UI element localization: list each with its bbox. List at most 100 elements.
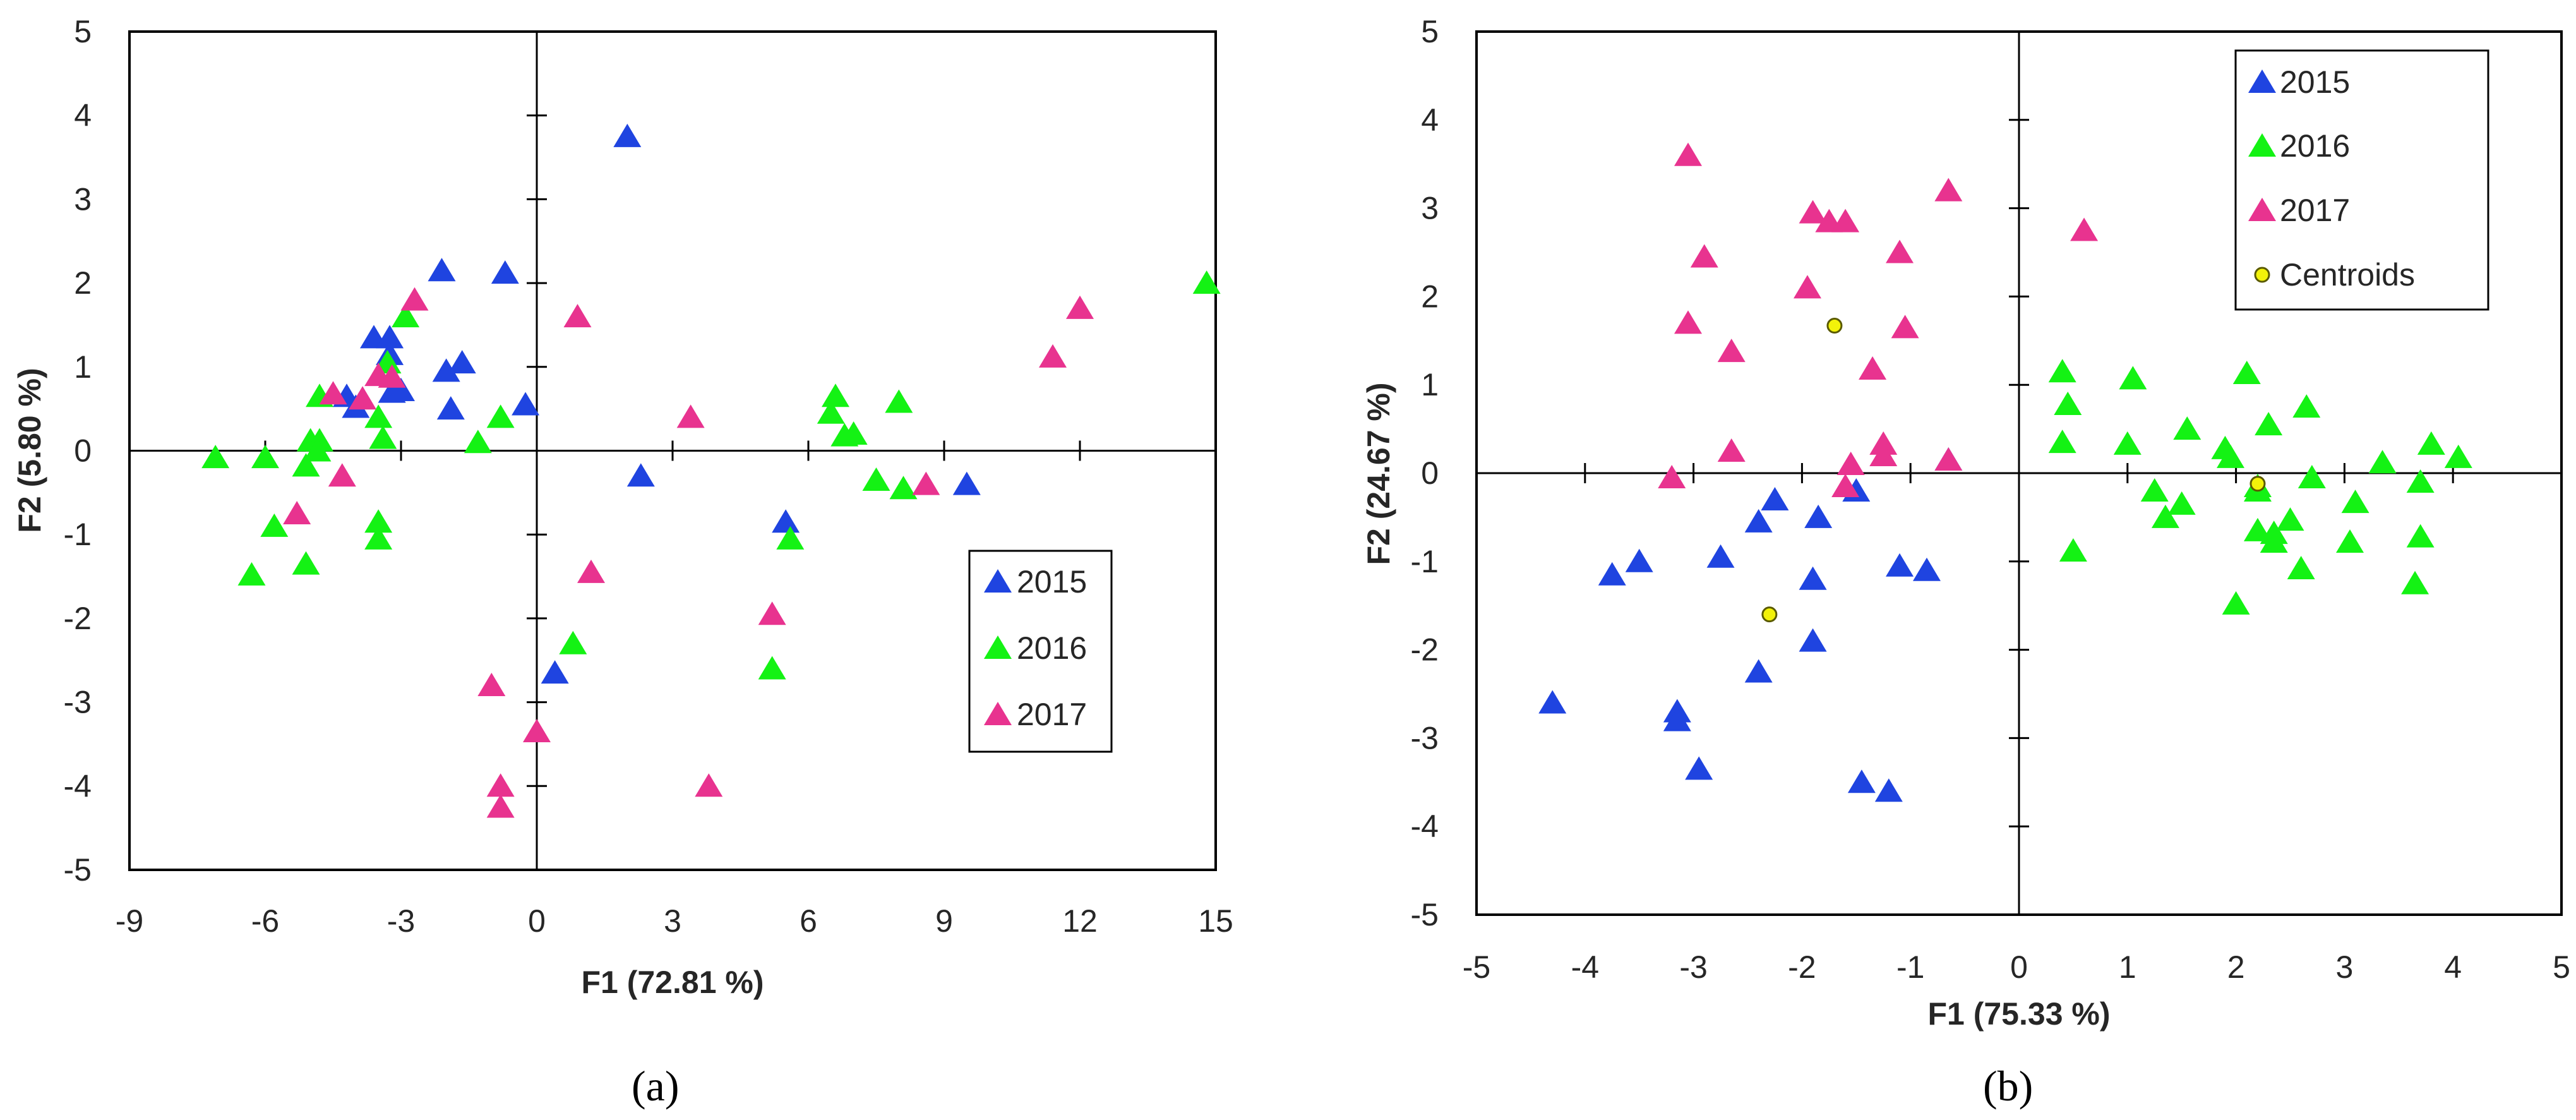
point-2017 — [486, 773, 515, 797]
point-2016 — [776, 526, 805, 550]
point-2017 — [328, 463, 356, 487]
point-2015 — [1799, 628, 1827, 652]
x-tick-label: 6 — [800, 903, 817, 939]
y-tick-label: -3 — [64, 685, 92, 720]
y-tick-label: 3 — [74, 181, 92, 217]
legend-2015-label: 2015 — [1017, 564, 1087, 599]
y-tick-label: 1 — [1421, 367, 1439, 402]
point-2017 — [1886, 239, 1914, 263]
point-2015 — [448, 350, 476, 374]
legend-2015-marker — [2248, 69, 2276, 93]
panel-b-tick-labels: -5 -4 -3 -2 -1 0 1 2 3 4 5 -5 -4 -3 -2 -1 0 1 2 3 4 5 — [1411, 14, 2570, 985]
point-2015 — [1625, 548, 1653, 572]
point-2015 — [491, 260, 519, 284]
point-2016 — [889, 476, 918, 500]
legend-2017-label: 2017 — [1017, 697, 1087, 732]
point-2016 — [559, 630, 587, 654]
point-2017 — [1717, 339, 1746, 363]
x-tick-label: 9 — [935, 903, 953, 939]
y-tick-label: 0 — [1421, 455, 1439, 491]
x-tick-label: -9 — [116, 903, 143, 939]
centroid-point — [1826, 318, 1843, 334]
x-tick-label: -3 — [1679, 949, 1707, 985]
point-2015 — [1744, 509, 1773, 533]
point-2017 — [1836, 452, 1865, 476]
y-tick-label: 2 — [74, 265, 92, 301]
legend-2015-marker — [984, 569, 1012, 593]
point-2015 — [613, 123, 642, 147]
point-2016 — [885, 389, 913, 413]
point-2017 — [378, 364, 406, 388]
panel-b-x-axis-title: F1 (75.33 %) — [1927, 996, 2110, 1032]
x-tick-label: -4 — [1571, 949, 1599, 985]
point-2017 — [1717, 438, 1746, 462]
point-2017 — [1674, 310, 1703, 334]
x-tick-label: 12 — [1062, 903, 1098, 939]
point-2016 — [306, 428, 333, 452]
point-2015 — [432, 358, 460, 382]
point-2015 — [1538, 690, 1567, 714]
y-tick-label: 1 — [74, 349, 92, 385]
point-2016 — [2341, 490, 2369, 514]
y-tick-label: -5 — [1411, 897, 1439, 932]
point-2015 — [376, 325, 404, 349]
x-tick-label: 0 — [2010, 949, 2028, 985]
point-2017 — [1690, 244, 1718, 268]
point-2017 — [1799, 200, 1827, 224]
point-2016 — [2113, 431, 2142, 455]
point-2015 — [952, 471, 981, 495]
x-tick-label: -6 — [251, 903, 279, 939]
point-2015 — [436, 396, 465, 420]
legend-2015-label: 2015 — [2280, 64, 2350, 100]
point-2017 — [676, 404, 705, 428]
legend-2016-label: 2016 — [1017, 630, 1087, 666]
point-2017 — [523, 719, 551, 743]
point-2017 — [349, 386, 377, 410]
x-tick-label: 15 — [1198, 903, 1233, 939]
point-2015 — [1799, 566, 1827, 590]
panel-b-legend: 2015 2016 2017 Centroids — [2234, 49, 2489, 311]
point-2017 — [1831, 473, 1860, 497]
y-tick-label: 5 — [1421, 14, 1439, 49]
x-tick-label: 4 — [2444, 949, 2462, 985]
point-2017 — [1934, 447, 1963, 471]
point-2016 — [2232, 361, 2261, 385]
point-2016 — [839, 421, 868, 445]
x-tick-label: -1 — [1896, 949, 1924, 985]
point-2015 — [1847, 769, 1876, 793]
point-2016 — [817, 400, 845, 424]
point-2016 — [364, 404, 393, 428]
point-2016 — [2119, 366, 2147, 390]
point-2016 — [2222, 591, 2250, 615]
point-2016 — [2406, 469, 2435, 493]
point-2015 — [1761, 486, 1789, 510]
point-2015 — [1706, 544, 1735, 568]
point-2017 — [1039, 344, 1067, 368]
point-2016 — [251, 445, 279, 469]
y-tick-label: 5 — [74, 14, 92, 49]
point-2016 — [2167, 491, 2196, 515]
point-2017 — [400, 287, 429, 311]
point-2016 — [2059, 538, 2087, 562]
point-2016 — [392, 304, 420, 328]
y-tick-label: -2 — [1411, 632, 1439, 668]
point-2017 — [758, 601, 786, 625]
point-2017 — [1658, 464, 1686, 488]
centroid-point — [2250, 476, 2266, 492]
point-2016 — [292, 453, 320, 477]
x-tick-label: 0 — [528, 903, 546, 939]
panel-a-legend: 2015 2016 2017 — [968, 550, 1113, 753]
x-tick-label: 2 — [2227, 949, 2245, 985]
x-tick-label: -2 — [1788, 949, 1816, 985]
legend-2016-marker — [984, 635, 1012, 659]
point-2016 — [2406, 524, 2435, 548]
point-2016 — [2292, 394, 2321, 418]
point-2016 — [862, 467, 890, 491]
point-2016 — [2335, 529, 2364, 553]
point-2017 — [1869, 443, 1898, 467]
point-2017 — [1674, 142, 1703, 166]
legend-2016-label: 2016 — [2280, 128, 2350, 164]
point-2016 — [2054, 391, 2082, 415]
